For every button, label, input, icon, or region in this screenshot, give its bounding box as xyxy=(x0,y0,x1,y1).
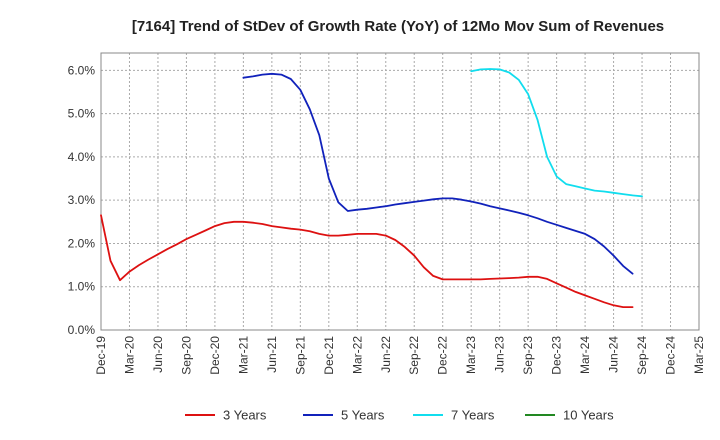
series-line-7-years xyxy=(470,68,643,198)
x-tick-label: Mar-23 xyxy=(464,336,478,374)
y-tick-label: 1.0% xyxy=(68,280,96,294)
y-tick-label: 4.0% xyxy=(68,150,96,164)
legend-label-5-years: 5 Years xyxy=(341,408,385,423)
x-tick-label: Jun-21 xyxy=(265,336,279,373)
x-tick-label: Sep-23 xyxy=(521,336,535,375)
legend-label-10-years: 10 Years xyxy=(563,408,614,423)
series-line-3-years xyxy=(100,214,634,309)
x-tick-label: Sep-22 xyxy=(407,336,421,375)
x-tick-label: Jun-23 xyxy=(493,336,507,373)
x-axis: Dec-19 Mar-20 Jun-20 Sep-20 Dec-20 Mar-21 Jun-… xyxy=(94,336,706,375)
series-group xyxy=(100,68,643,309)
legend-label-3-years: 3 Years xyxy=(223,408,267,423)
x-tick-label: Mar-22 xyxy=(350,336,364,374)
x-tick-label: Mar-24 xyxy=(578,336,592,374)
x-tick-label: Sep-24 xyxy=(635,336,649,375)
x-tick-label: Dec-24 xyxy=(664,336,678,375)
x-tick-label: Mar-20 xyxy=(122,336,136,374)
x-tick-label: Jun-22 xyxy=(379,336,393,373)
x-tick-label: Jun-24 xyxy=(607,336,621,373)
x-tick-label: Mar-21 xyxy=(236,336,250,374)
series-line-5-years xyxy=(242,72,634,275)
x-tick-label: Sep-20 xyxy=(179,336,193,375)
x-tick-label: Sep-21 xyxy=(293,336,307,375)
x-tick-label: Dec-23 xyxy=(550,336,564,375)
x-tick-label: Mar-25 xyxy=(692,336,706,374)
x-tick-label: Dec-21 xyxy=(322,336,336,375)
y-tick-label: 2.0% xyxy=(68,236,96,250)
legend: 3 Years 5 Years 7 Years 10 Years xyxy=(185,408,614,423)
x-tick-label: Dec-20 xyxy=(208,336,222,375)
plot-frame xyxy=(100,52,700,331)
x-tick-label: Dec-19 xyxy=(94,336,108,375)
x-tick-label: Jun-20 xyxy=(151,336,165,373)
y-tick-label: 3.0% xyxy=(68,193,96,207)
y-tick-label: 0.0% xyxy=(68,323,96,337)
y-axis: 0.0% 1.0% 2.0% 3.0% 4.0% 5.0% 6.0% xyxy=(68,63,96,337)
legend-label-7-years: 7 Years xyxy=(451,408,495,423)
y-tick-label: 5.0% xyxy=(68,107,96,121)
x-tick-label: Dec-22 xyxy=(436,336,450,375)
y-tick-label: 6.0% xyxy=(68,63,96,77)
chart-title: [7164] Trend of StDev of Growth Rate (Yo… xyxy=(132,18,664,35)
